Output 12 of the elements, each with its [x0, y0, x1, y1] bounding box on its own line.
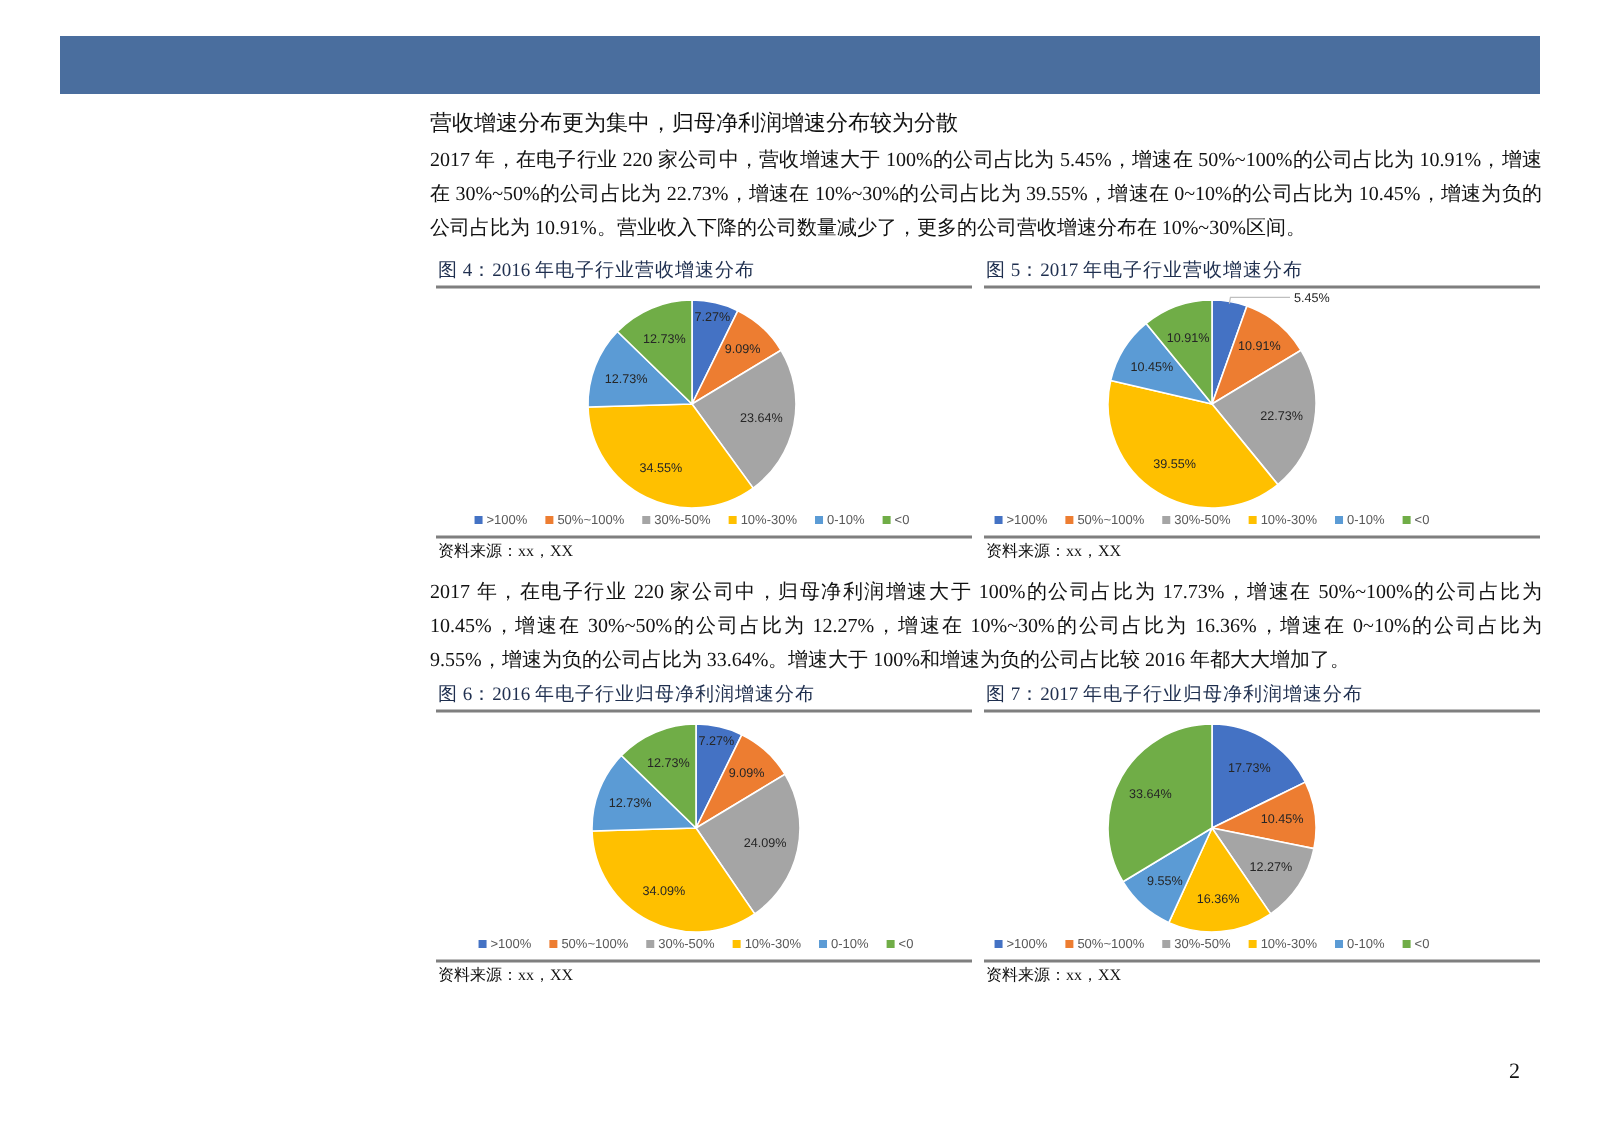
chart-title: 图 7：2017 年电子行业归母净利润增速分布 — [986, 682, 1363, 706]
text: 资料来源：xx，XX — [438, 542, 574, 560]
text: 营收增速分布更为集中，归母净利润增速分布较为分散 — [430, 110, 960, 140]
text: 2 — [1507, 1058, 1520, 1088]
chart-title: 图 6：2016 年电子行业归母净利润增速分布 — [438, 682, 815, 706]
text: 2017 年，在电子行业 220 家公司中，归母净利润增速大于 100%的公司占比为 17.73%，增速在 50%~100%的公司占比为 10.45%，增速在 30%~50%的公司占比为 12.27%，增速在 10%~30%的公司占比为 16.36%，增速在 0~10%的公司占比为 9.55%，增速为负的公司占比为 33.64%。增速大于 100%和增速为负的公司占比较 2016 年都大大增加了。 — [430, 579, 1542, 676]
text: 资料来源：xx，XX — [438, 966, 574, 984]
text: 资料来源：xx，XX — [986, 542, 1122, 560]
text: 2017 年，在电子行业 220 家公司中，营收增速大于 100%的公司占比为 5.45%，增速在 50%~100%的公司占比为 10.91%，增速在 30%~50%的公司占比为 22.73%，增速在 10%~30%的公司占比为 39.55%，增速在 0~10%的公司占比为 10.45%，增速为负的公司占比为 10.91%。营业收入下降的公司数量减少了，更多的公司营收增速分布在 10%~30%区间。 — [430, 147, 1542, 244]
text: 资料来源：xx，XX — [986, 966, 1122, 984]
chart-title: 图 4：2016 年电子行业营收增速分布 — [438, 258, 755, 282]
chart-title: 图 5：2017 年电子行业营收增速分布 — [986, 258, 1303, 282]
